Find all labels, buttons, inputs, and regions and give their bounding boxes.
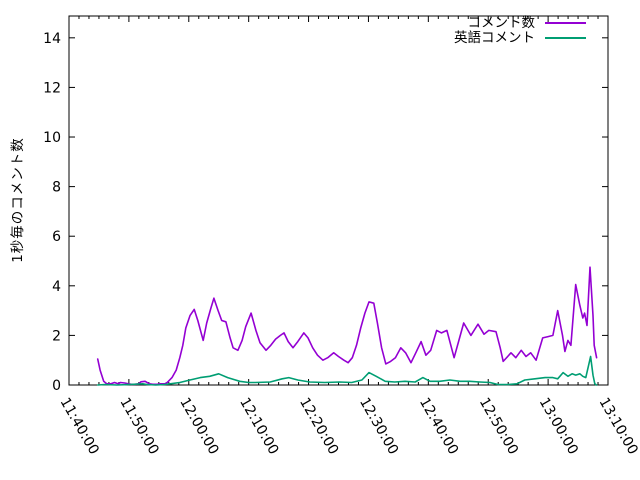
x-tick-label: 11:50:00: [116, 395, 161, 457]
x-tick-label: 12:00:00: [176, 395, 221, 457]
y-tick-label: 4: [52, 279, 61, 295]
x-tick-label: 12:40:00: [416, 395, 461, 457]
series-line-english-comments: [96, 355, 598, 386]
x-tick-label: 12:30:00: [356, 395, 401, 457]
x-tick-label: 11:40:00: [57, 395, 102, 457]
y-axis-title: 1秒毎のコメント数: [10, 137, 26, 263]
x-tick-label: 13:00:00: [536, 395, 581, 457]
x-tick-label: 12:50:00: [476, 395, 521, 457]
y-tick-label: 2: [52, 328, 61, 344]
y-tick-label: 6: [52, 229, 61, 245]
legend-line-sample-english-comments: [545, 37, 586, 39]
series-line-comments: [96, 266, 598, 386]
legend-label-english-comments: 英語コメント: [454, 30, 535, 46]
y-tick-label: 14: [43, 31, 61, 47]
y-tick-label: 10: [43, 130, 61, 146]
y-tick-label: 0: [52, 378, 61, 394]
x-tick-label: 12:20:00: [296, 395, 341, 457]
legend-item-comments: コメント数: [467, 15, 586, 31]
y-tick-label: 8: [52, 180, 61, 196]
y-tick-label: 12: [43, 80, 61, 96]
x-tick-label: 12:10:00: [236, 395, 281, 457]
legend: コメント数 英語コメント: [454, 16, 586, 45]
legend-line-sample-comments: [545, 22, 586, 24]
legend-label-comments: コメント数: [467, 15, 536, 31]
plot-border: [68, 15, 609, 386]
x-tick-label: 13:10:00: [596, 395, 640, 457]
legend-item-english-comments: 英語コメント: [454, 31, 586, 45]
